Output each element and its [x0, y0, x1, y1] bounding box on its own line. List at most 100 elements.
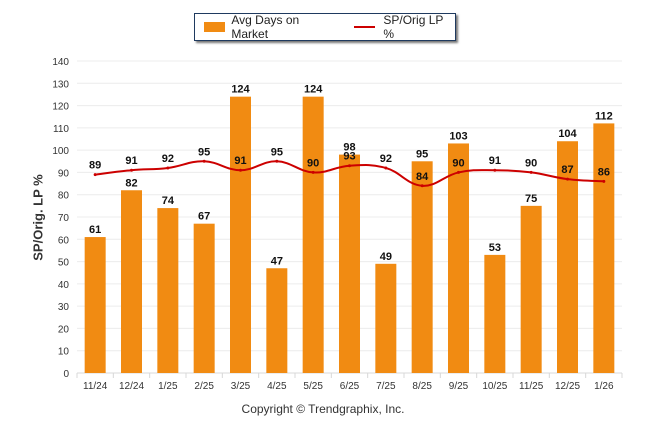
y-tick-label: 50 — [58, 258, 70, 269]
line-point — [566, 177, 569, 181]
x-tick-label: 8/25 — [412, 381, 432, 392]
y-tick-label: 20 — [58, 324, 70, 335]
line-data-label: 91 — [234, 155, 246, 167]
y-axis-label: SP/Orig. LP % — [30, 174, 46, 261]
bar — [484, 254, 506, 373]
line-point — [130, 168, 133, 172]
legend-bar-label: Avg Days on Market — [231, 13, 300, 41]
x-tick-label: 7/25 — [376, 381, 396, 392]
x-tick-label: 9/25 — [449, 381, 469, 392]
bar — [557, 141, 578, 373]
line-point — [202, 159, 206, 163]
line-point — [384, 166, 388, 170]
line-data-label: 92 — [162, 153, 174, 165]
line-data-label: 92 — [380, 153, 392, 165]
y-tick-label: 110 — [53, 124, 69, 135]
x-tick-label: 1/26 — [594, 381, 614, 392]
line-point — [311, 170, 315, 174]
bar-data-label: 104 — [558, 128, 577, 140]
line-data-label: 95 — [198, 146, 210, 158]
line-data-label: 89 — [89, 160, 101, 172]
y-tick-label: 90 — [58, 168, 70, 179]
y-tick-label: 140 — [52, 57, 69, 68]
x-tick-label: 4/25 — [267, 381, 287, 392]
x-tick-label: 12/24 — [119, 381, 144, 392]
legend-bar-swatch — [204, 22, 226, 32]
line-series — [93, 159, 606, 188]
line-point — [166, 166, 170, 170]
bar — [339, 154, 360, 373]
bar — [84, 237, 106, 373]
x-tick-label: 11/24 — [83, 381, 108, 392]
bar — [266, 268, 288, 373]
line-data-label: 87 — [561, 164, 573, 176]
line-data-label: 90 — [307, 157, 319, 169]
x-tick-label: 2/25 — [194, 381, 214, 392]
y-tick-label: 0 — [63, 369, 69, 380]
y-tick-label: 80 — [58, 191, 70, 202]
line-data-labels: 89 91 92 95 91 95 90 93 92 84 90 91 90 87 86 — [89, 146, 610, 183]
x-tick-label: 1/25 — [158, 381, 178, 392]
bar — [375, 263, 397, 373]
bar-data-label: 67 — [198, 211, 210, 223]
line-point — [239, 168, 242, 172]
x-tick-label: 11/25 — [519, 381, 544, 392]
y-tick-label: 120 — [52, 102, 69, 113]
copyright-footer: Copyright © Trendgraphix, Inc. — [241, 402, 405, 416]
x-tick-label: 10/25 — [482, 381, 507, 392]
line-point — [493, 168, 497, 172]
x-tick-labels: 11/24 12/24 1/25 2/25 3/25 4/25 5/25 6/25 7/25 8/… — [83, 381, 614, 392]
line-data-label: 95 — [271, 146, 283, 158]
x-tick-label: 12/25 — [555, 381, 580, 392]
bar — [302, 96, 324, 374]
bar-series — [84, 96, 615, 374]
line-data-label: 84 — [416, 171, 429, 183]
legend-line-label: SP/Orig LP % — [383, 13, 444, 41]
y-tick-label: 30 — [58, 302, 70, 313]
line-data-label: 90 — [452, 157, 464, 169]
bar-data-label: 82 — [125, 177, 137, 189]
line-data-label: 93 — [343, 151, 355, 163]
bar-data-labels: 61 82 74 67 124 47 124 98 49 95 103 53 75 104 112 — [89, 84, 613, 268]
bar-data-label: 124 — [304, 84, 323, 96]
bar-data-label: 98 — [343, 142, 355, 154]
bar — [448, 143, 469, 373]
bar — [593, 123, 615, 374]
y-tick-label: 10 — [58, 347, 70, 358]
bar-data-label: 74 — [162, 195, 175, 207]
line-point — [602, 179, 606, 183]
x-tick-label: 3/25 — [231, 381, 251, 392]
line-point — [348, 164, 351, 168]
bar-data-label: 95 — [416, 148, 428, 160]
line-data-label: 90 — [525, 157, 537, 169]
line-data-label: 91 — [125, 155, 137, 167]
bar — [121, 190, 142, 373]
bar-data-label: 49 — [380, 251, 392, 263]
bar-data-label: 61 — [89, 224, 101, 236]
bar — [411, 161, 433, 373]
bar — [157, 208, 179, 373]
bar-data-label: 103 — [449, 130, 467, 142]
bar — [193, 223, 215, 373]
y-tick-labels: 0 10 20 30 40 50 60 70 80 90 100 110 120 130 140 — [52, 57, 69, 380]
x-tick-label: 5/25 — [303, 381, 323, 392]
bar-data-label: 112 — [595, 110, 613, 122]
y-tick-label: 40 — [58, 280, 70, 291]
line-data-label: 91 — [489, 155, 501, 167]
legend: Avg Days on Market SP/Orig LP % — [194, 13, 456, 41]
y-tick-label: 130 — [52, 79, 69, 90]
bar-data-label: 53 — [489, 242, 501, 254]
line-point — [529, 170, 533, 174]
x-tick-label: 6/25 — [340, 381, 360, 392]
bar-data-label: 124 — [231, 84, 250, 96]
line-point — [420, 184, 424, 188]
y-tick-label: 100 — [52, 146, 69, 157]
line-point — [93, 173, 97, 177]
y-tick-label: 70 — [58, 213, 70, 224]
legend-line-swatch — [354, 26, 376, 28]
y-tick-label: 60 — [58, 235, 70, 246]
bar — [230, 96, 251, 374]
bar-data-label: 47 — [271, 255, 283, 267]
line-data-label: 86 — [598, 166, 610, 178]
